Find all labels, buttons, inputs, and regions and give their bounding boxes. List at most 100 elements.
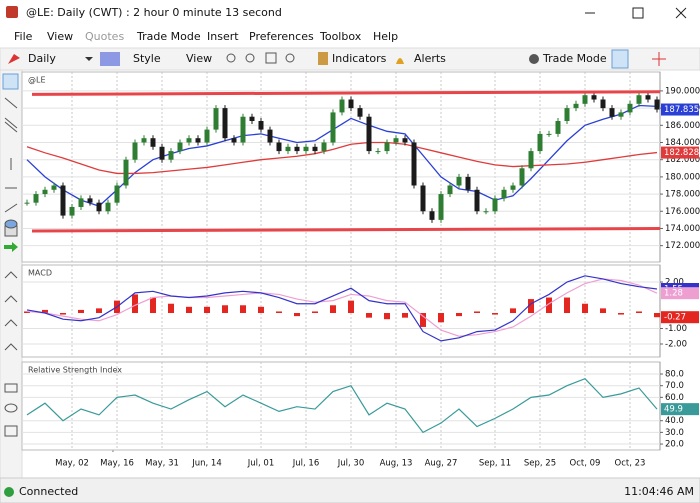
macd-value-label-bg bbox=[661, 287, 699, 300]
x-tick-label: May, 31 bbox=[145, 459, 179, 469]
candle bbox=[465, 176, 471, 190]
trade-mode-button[interactable]: Trade Mode bbox=[542, 52, 607, 65]
menu-item[interactable]: Quotes bbox=[85, 30, 124, 43]
y-tick-label: 30.0 bbox=[665, 428, 684, 438]
alerts-icon[interactable] bbox=[396, 58, 404, 64]
rsi-line bbox=[26, 377, 658, 434]
last-price-label-bg bbox=[661, 103, 699, 116]
y-tick-label: 40.0 bbox=[665, 416, 684, 426]
style-button[interactable]: Style bbox=[133, 52, 161, 65]
ellipse-tool[interactable] bbox=[4, 219, 18, 229]
histogram-bar bbox=[330, 305, 336, 314]
y-tick-label: 178.000 bbox=[665, 190, 700, 200]
candle bbox=[519, 168, 525, 186]
menu-item[interactable]: Insert bbox=[207, 30, 239, 43]
candle bbox=[609, 108, 615, 117]
candle bbox=[555, 121, 561, 134]
histogram-bar bbox=[420, 313, 426, 327]
menu-item[interactable]: View bbox=[47, 30, 73, 43]
candle bbox=[105, 202, 111, 212]
line-tool[interactable] bbox=[4, 97, 18, 109]
candle bbox=[285, 146, 291, 152]
candle bbox=[528, 151, 534, 169]
histogram-bar bbox=[294, 313, 300, 317]
rsi-value-label: 49.9 bbox=[664, 405, 683, 415]
oval-tool[interactable] bbox=[4, 403, 18, 413]
zoom-out[interactable] bbox=[245, 53, 255, 63]
ray-tool[interactable] bbox=[4, 203, 18, 213]
candle bbox=[123, 159, 129, 186]
histogram-bar bbox=[186, 306, 192, 314]
candle bbox=[402, 138, 408, 143]
candle bbox=[213, 108, 219, 130]
y-tick-label: 180.000 bbox=[665, 172, 700, 182]
candle bbox=[456, 176, 462, 186]
crosshair-tool[interactable] bbox=[652, 52, 666, 66]
fib-tools[interactable] bbox=[4, 271, 18, 351]
pointer-tool[interactable] bbox=[611, 49, 629, 69]
alerts-button[interactable]: Alerts bbox=[414, 52, 446, 65]
candle bbox=[159, 146, 165, 160]
candle bbox=[411, 142, 417, 186]
arrow-tool[interactable] bbox=[4, 242, 18, 252]
zoom-box[interactable] bbox=[265, 52, 277, 64]
y-tick-label: 186.000 bbox=[665, 121, 700, 131]
menu-item[interactable]: File bbox=[14, 30, 33, 43]
panel-title: Relative Strength Index bbox=[28, 366, 122, 375]
histogram-bar bbox=[348, 300, 354, 314]
candle bbox=[114, 185, 120, 203]
histogram-value-label: -0.27 bbox=[664, 313, 686, 323]
menu-item[interactable]: Toolbox bbox=[319, 30, 362, 43]
candle bbox=[384, 142, 390, 152]
zoom-fit[interactable] bbox=[285, 53, 295, 63]
maximize-button[interactable] bbox=[632, 7, 644, 19]
interval[interactable]: Daily bbox=[28, 52, 56, 65]
histogram-bar bbox=[654, 313, 660, 318]
menu-bar bbox=[0, 26, 700, 48]
trendline bbox=[31, 90, 661, 96]
histogram-bar bbox=[582, 303, 588, 314]
candle bbox=[195, 138, 201, 143]
trade-mode-icon[interactable] bbox=[529, 54, 539, 64]
candle bbox=[474, 189, 480, 212]
y-tick-label: 172.000 bbox=[665, 241, 700, 251]
text-tool[interactable] bbox=[4, 383, 18, 393]
histogram-bar bbox=[168, 303, 174, 314]
menu-item[interactable]: Preferences bbox=[249, 30, 314, 43]
histogram-bar bbox=[78, 309, 84, 314]
note-tool[interactable] bbox=[4, 425, 18, 437]
histogram-bar bbox=[474, 311, 480, 314]
view-button[interactable]: View bbox=[186, 52, 212, 65]
candle bbox=[204, 129, 210, 143]
connection-status: Connected bbox=[19, 485, 78, 498]
histogram-bar bbox=[258, 306, 264, 314]
window-title: @LE: Daily (CWT) : 2 hour 0 minute 13 se… bbox=[26, 6, 282, 19]
moving-average bbox=[26, 104, 658, 207]
histogram-bar bbox=[312, 311, 318, 314]
chart-icon[interactable] bbox=[100, 52, 120, 66]
interval-dropdown[interactable] bbox=[85, 57, 93, 61]
channel-tool[interactable] bbox=[4, 117, 18, 133]
last-price-label: 187.835 bbox=[664, 105, 699, 115]
y-tick-label: 20.0 bbox=[665, 440, 684, 450]
candle bbox=[429, 211, 435, 220]
connection-indicator bbox=[4, 487, 14, 497]
panel-bg bbox=[21, 361, 661, 451]
candle bbox=[573, 103, 579, 109]
candle bbox=[51, 185, 57, 190]
candle bbox=[168, 151, 174, 160]
zoom-in[interactable] bbox=[226, 53, 236, 63]
candle bbox=[627, 103, 633, 113]
candle bbox=[141, 138, 147, 143]
indicators-button[interactable]: Indicators bbox=[332, 52, 387, 65]
close-button[interactable] bbox=[675, 7, 687, 19]
histogram-bar bbox=[402, 313, 408, 318]
x-tick-label: May, 16 bbox=[100, 459, 134, 469]
pin-icon[interactable] bbox=[8, 54, 20, 64]
ma-value-label-bg bbox=[661, 146, 699, 159]
menu-item[interactable]: Help bbox=[373, 30, 398, 43]
menu-item[interactable]: Trade Mode bbox=[136, 30, 201, 43]
indicators-icon[interactable] bbox=[318, 52, 328, 65]
x-tick-label: Jun, 14 bbox=[191, 459, 222, 469]
select-tool[interactable] bbox=[2, 73, 19, 90]
